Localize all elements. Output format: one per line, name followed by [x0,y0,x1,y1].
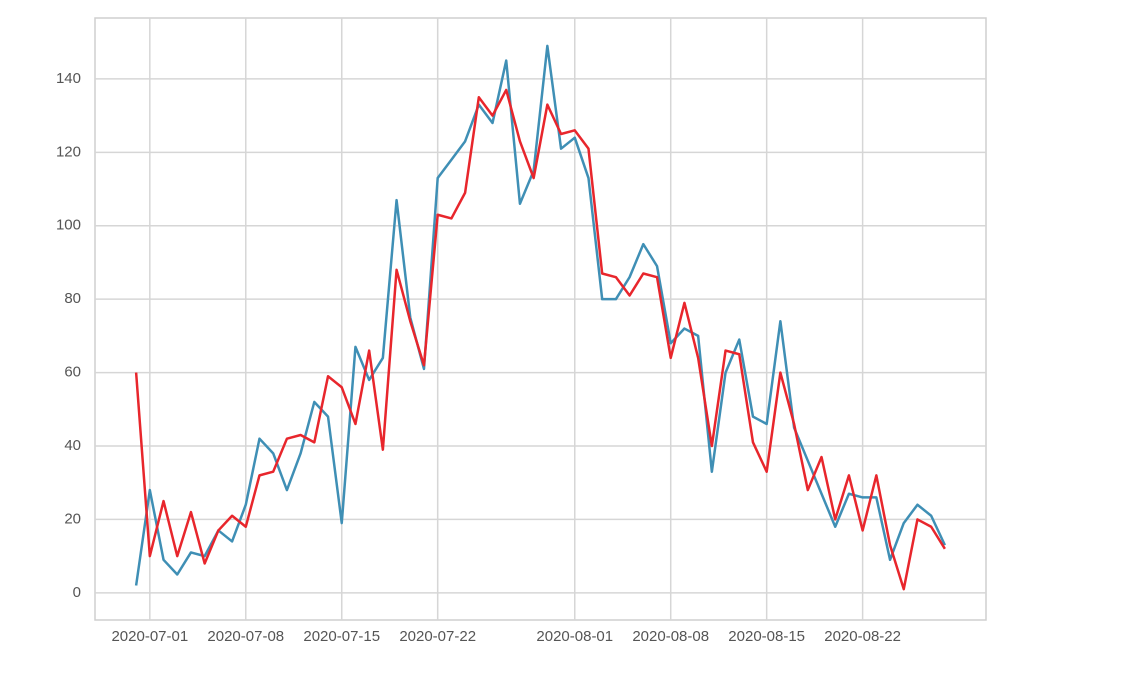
y-tick-label: 40 [64,437,81,454]
y-tick-label: 120 [56,143,81,160]
x-tick-label: 2020-07-08 [207,628,284,645]
y-tick-label: 20 [64,510,81,527]
y-tick-label: 0 [73,584,81,601]
x-tick-label: 2020-07-15 [303,628,380,645]
y-tick-label: 60 [64,364,81,381]
y-tick-label: 140 [56,70,81,87]
x-tick-label: 2020-07-01 [111,628,188,645]
x-tick-label: 2020-08-01 [536,628,613,645]
data-line [134,44,947,586]
data-line [134,88,946,591]
y-tick-label: 80 [64,290,81,307]
y-tick-label: 100 [56,217,81,234]
x-tick-label: 2020-08-15 [728,628,805,645]
x-tick-label: 2020-08-08 [632,628,709,645]
x-tick-label: 2020-07-22 [399,628,476,645]
x-tick-label: 2020-08-22 [824,628,901,645]
